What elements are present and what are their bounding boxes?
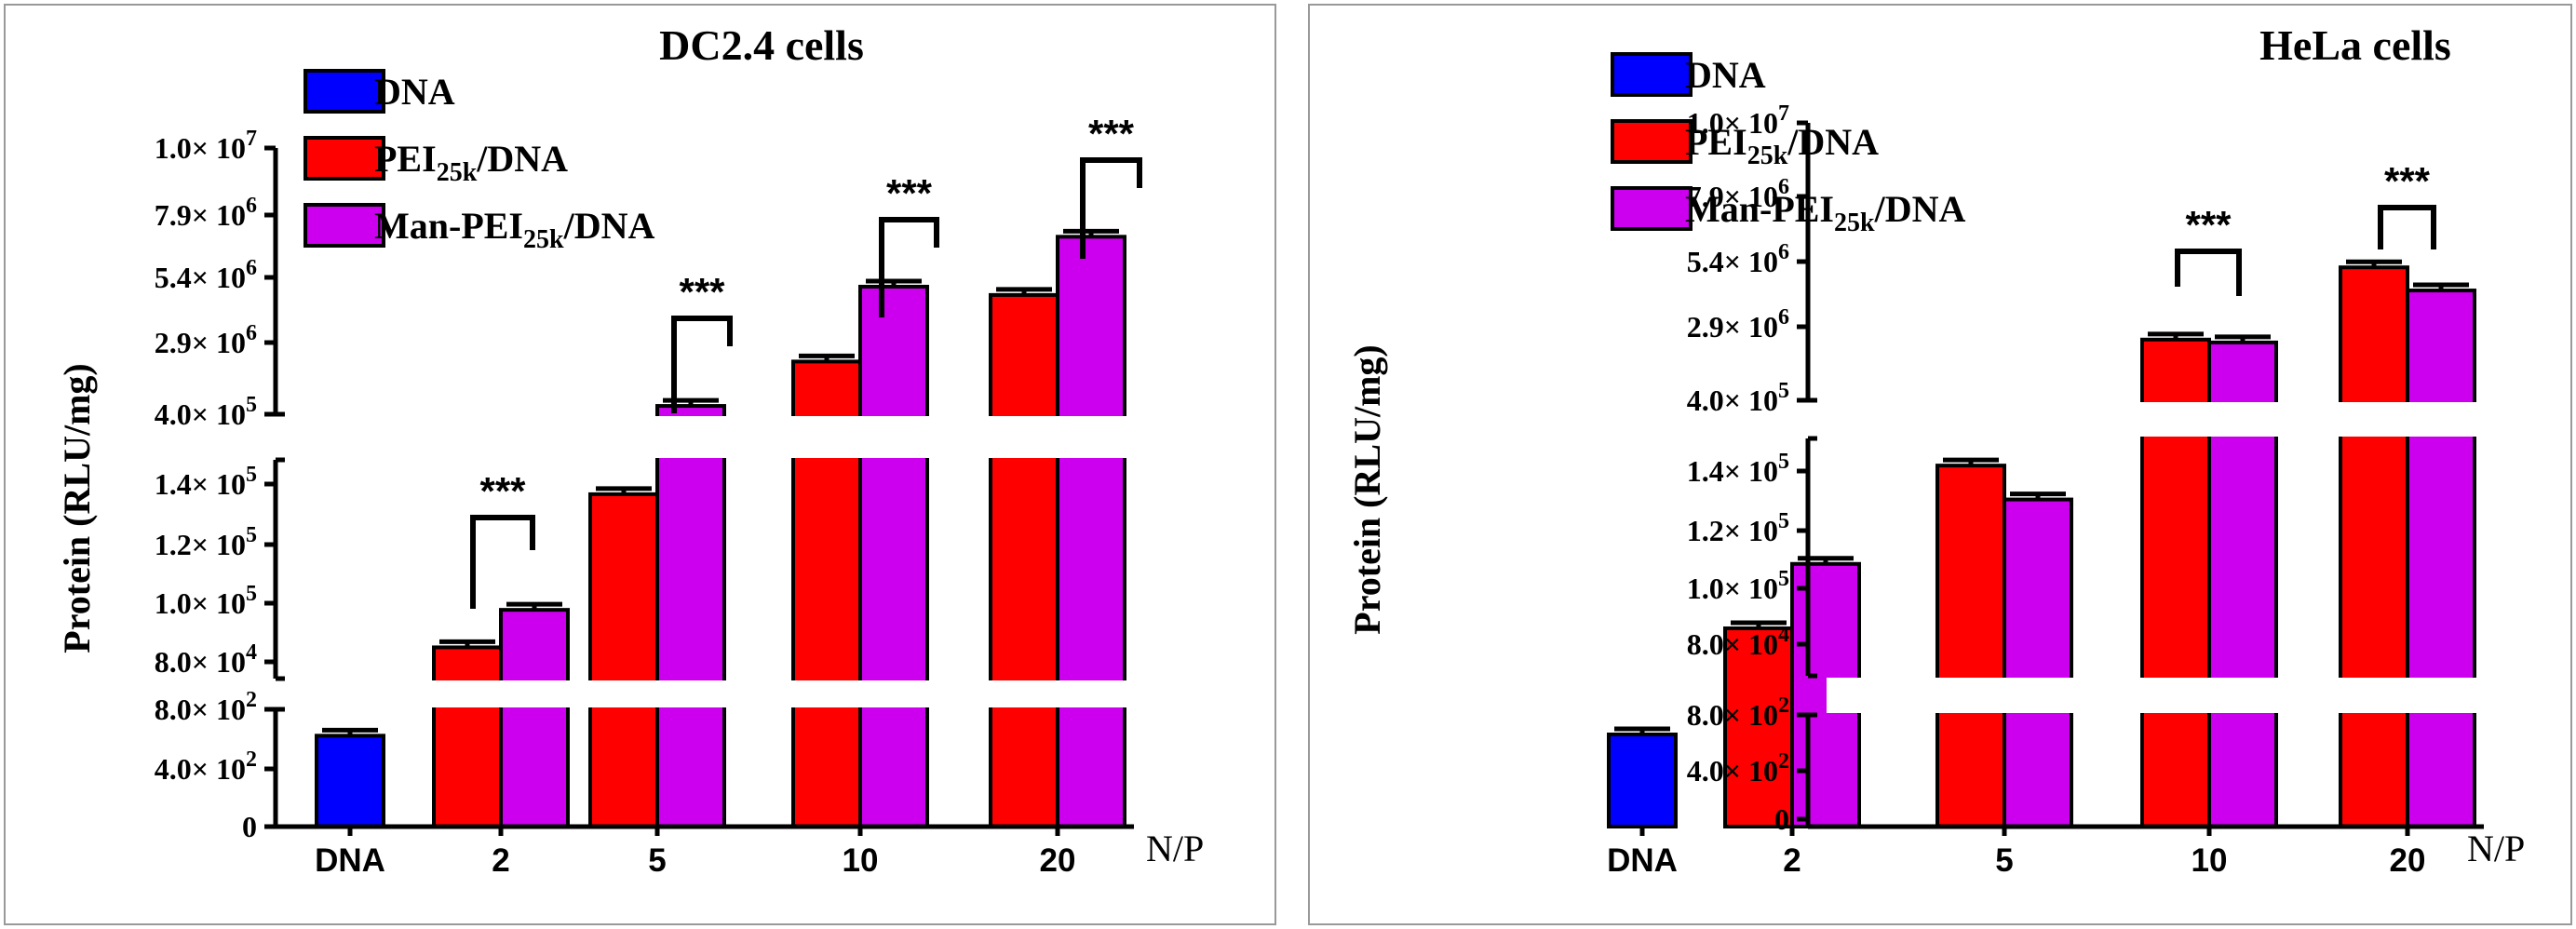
y-axis-label: Protein (RLU/mg) <box>56 363 98 653</box>
chart-panel-hela: HeLa cells Protein (RLU/mg) 0 4.0× 102 8.0× … <box>1308 4 2572 925</box>
legend-swatch-2 <box>1611 186 1693 231</box>
significance-bracket-5 <box>671 316 733 413</box>
x-tick-label-DNA: DNA <box>315 842 385 879</box>
y-tick-label: 1.0× 107 <box>155 127 257 165</box>
significance-label-20: *** <box>1088 112 1135 155</box>
y-tick-label: 1.0× 105 <box>1687 567 1789 605</box>
y-tick-label: 0 <box>242 810 257 843</box>
x-axis-label: N/P <box>1146 828 1204 869</box>
legend-label-0: DNA <box>374 71 455 113</box>
significance-label-2: *** <box>479 469 526 513</box>
bar-1-5 <box>588 491 659 829</box>
y-tick-label: 2.9× 106 <box>155 321 257 359</box>
legend-swatch-1 <box>303 136 385 181</box>
axis-break-gap-0 <box>1827 678 2484 713</box>
significance-bracket-10 <box>2175 249 2242 296</box>
bar-2-5 <box>655 404 726 828</box>
bar-0-DNA <box>315 734 385 828</box>
chart-panel-dc24: DC2.4 cells Protein (RLU/mg) 0 4.0× 102 8.0×… <box>4 4 1276 925</box>
significance-label-10: *** <box>2185 203 2232 247</box>
x-tick-label-20: 20 <box>1040 842 1076 879</box>
legend-label-1: PEI25k/DNA <box>374 138 568 187</box>
y-tick-label: 7.9× 106 <box>155 194 257 232</box>
x-tick-label-2: 2 <box>1783 842 1801 879</box>
chart-hela: HeLa cells Protein (RLU/mg) 0 4.0× 102 8.0× … <box>1346 21 2525 879</box>
significance-bracket-2 <box>470 515 535 609</box>
legend-swatch-0 <box>1611 52 1693 97</box>
y-tick-label: 5.4× 106 <box>1687 240 1789 278</box>
significance-bracket-10 <box>879 217 939 317</box>
x-axis-label: N/P <box>2467 828 2525 869</box>
x-tick-label-10: 10 <box>2192 842 2228 879</box>
bar-2-10 <box>858 284 929 829</box>
bar-2-20 <box>1056 235 1126 829</box>
axis-break-gap-1 <box>294 416 1134 458</box>
y-tick-label: 1.2× 105 <box>1687 509 1789 547</box>
y-tick-label: 8.0× 102 <box>155 688 257 726</box>
axis-break-gap-1 <box>1827 402 2484 437</box>
legend-label-1: PEI25k/DNA <box>1685 121 1879 170</box>
y-tick-label: 4.0× 102 <box>155 747 257 786</box>
bar-2-20 <box>2406 289 2476 828</box>
y-tick-label: 4.0× 102 <box>1687 749 1789 788</box>
legend-swatch-2 <box>303 203 385 248</box>
x-tick-label-2: 2 <box>492 842 509 879</box>
y-tick-label: 8.0× 102 <box>1687 693 1789 732</box>
significance-label-10: *** <box>886 171 933 215</box>
y-tick-label: 1.4× 105 <box>155 463 257 501</box>
x-tick-label-20: 20 <box>2390 842 2426 879</box>
y-tick-label: 1.0× 105 <box>155 582 257 620</box>
legend-label-2: Man-PEI25k/DNA <box>374 205 654 254</box>
legend-label-0: DNA <box>1685 54 1766 96</box>
bar-2-5 <box>2003 497 2073 828</box>
bar-1-20 <box>989 292 1059 829</box>
bar-0-DNA <box>1607 733 1678 828</box>
significance-label-5: *** <box>679 270 725 314</box>
y-tick-label: 5.4× 106 <box>155 256 257 294</box>
x-tick-label-10: 10 <box>843 842 879 879</box>
legend-swatch-1 <box>1611 119 1693 164</box>
x-tick-label-DNA: DNA <box>1607 842 1678 879</box>
y-tick-label: 8.0× 104 <box>1687 623 1789 661</box>
x-tick-label-5: 5 <box>1995 842 2013 879</box>
x-tick-label-5: 5 <box>648 842 666 879</box>
bar-1-5 <box>1935 464 2006 828</box>
chart-title: HeLa cells <box>2259 21 2451 69</box>
bar-1-20 <box>2339 265 2409 829</box>
legend-label-2: Man-PEI25k/DNA <box>1685 188 1965 237</box>
y-tick-label: 1.0× 107 <box>1687 101 1789 140</box>
y-tick-label: 7.9× 106 <box>1687 175 1789 213</box>
significance-bracket-20 <box>1080 157 1142 259</box>
chart-title: DC2.4 cells <box>659 21 864 69</box>
chart-dc24: DC2.4 cells Protein (RLU/mg) 0 4.0× 102 8.0×… <box>56 21 1204 879</box>
y-tick-label: 1.4× 105 <box>1687 450 1789 488</box>
axis-break-gap-0 <box>294 680 1134 707</box>
y-tick-label: 2.9× 106 <box>1687 305 1789 343</box>
bar-1-2 <box>432 645 503 829</box>
y-tick-label: 4.0× 105 <box>155 393 257 431</box>
y-tick-label: 0 <box>1774 802 1789 836</box>
bar-2-2 <box>499 608 570 829</box>
significance-bracket-20 <box>2378 205 2436 249</box>
y-tick-label: 8.0× 104 <box>155 640 257 679</box>
significance-label-20: *** <box>2384 159 2431 203</box>
legend-swatch-0 <box>303 69 385 114</box>
y-tick-label: 4.0× 105 <box>1687 379 1789 417</box>
y-axis-label: Protein (RLU/mg) <box>1346 344 1388 634</box>
y-tick-label: 1.2× 105 <box>155 523 257 561</box>
